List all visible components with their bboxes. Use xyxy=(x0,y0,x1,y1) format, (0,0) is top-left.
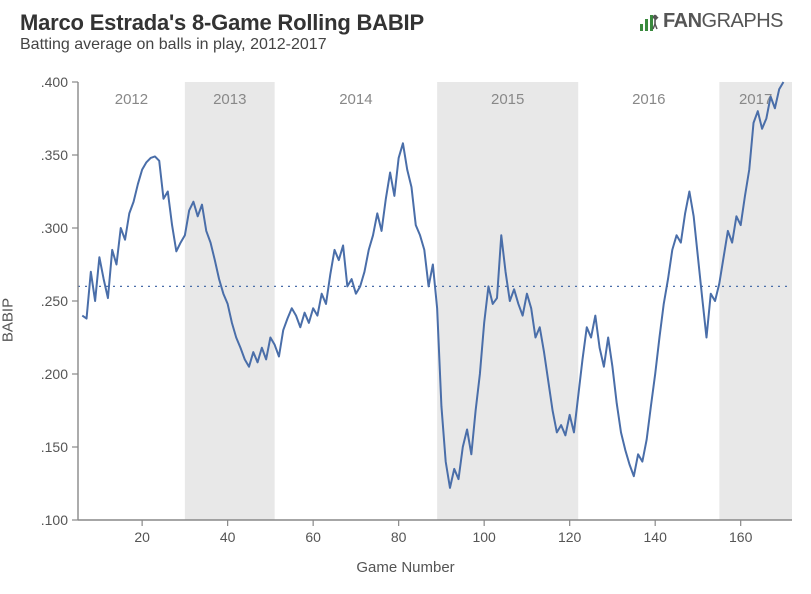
x-tick-label: 80 xyxy=(391,529,407,545)
x-axis-label: Game Number xyxy=(356,559,454,576)
y-axis-label: BABIP xyxy=(0,298,17,342)
fangraphs-logo: FANGRAPHS xyxy=(638,10,783,33)
x-tick-label: 120 xyxy=(558,529,582,545)
year-label: 2016 xyxy=(632,91,665,108)
babip-chart: .100 .150 .200 .250 .300 .350 .400 20 40 60 80 100 1… xyxy=(0,60,811,580)
y-tick-label: .250 xyxy=(41,293,68,309)
x-tick-label: 20 xyxy=(134,529,150,545)
page-title: Marco Estrada's 8-Game Rolling BABIP xyxy=(20,10,424,36)
fangraphs-logo-icon xyxy=(638,11,660,33)
x-tick-label: 40 xyxy=(220,529,236,545)
x-tick-label: 60 xyxy=(305,529,321,545)
year-band xyxy=(437,82,578,520)
x-tick-label: 140 xyxy=(644,529,668,545)
y-tick-label: .350 xyxy=(41,147,68,163)
y-tick-label: .300 xyxy=(41,220,68,236)
x-tick-label: 100 xyxy=(472,529,496,545)
year-band xyxy=(719,82,792,520)
page-subtitle: Batting average on balls in play, 2012-2… xyxy=(0,36,811,60)
y-tick-label: .150 xyxy=(41,439,68,455)
y-tick-label: .100 xyxy=(41,512,68,528)
y-tick-label: .400 xyxy=(41,74,68,90)
year-label: 2017 xyxy=(739,91,772,108)
x-tick-label: 160 xyxy=(729,529,753,545)
year-label: 2014 xyxy=(339,91,372,108)
year-band xyxy=(185,82,275,520)
year-label: 2013 xyxy=(213,91,246,108)
logo-text: FANGRAPHS xyxy=(663,10,783,33)
year-label: 2015 xyxy=(491,91,524,108)
y-tick-label: .200 xyxy=(41,366,68,382)
year-label: 2012 xyxy=(115,91,148,108)
